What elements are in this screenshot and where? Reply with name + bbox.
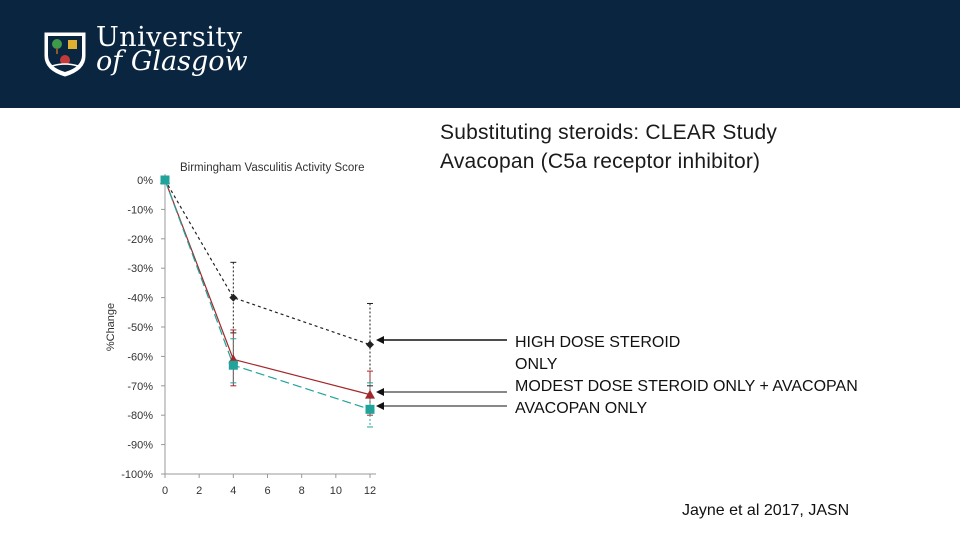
university-logo[interactable]: University of Glasgow xyxy=(38,22,258,82)
arrow-head-high-dose xyxy=(376,336,384,344)
logo-line-2: of Glasgow xyxy=(96,46,248,77)
slide-title: Substituting steroids: CLEAR Study Avaco… xyxy=(440,118,940,176)
bvas-line-chart: Birmingham Vasculitis Activity Score 0% -1… xyxy=(105,162,376,497)
y-tick-label: -50% xyxy=(127,322,153,334)
y-tick-label: -80% xyxy=(127,410,153,422)
series-line-2 xyxy=(164,179,371,410)
y-tick-label: -30% xyxy=(127,263,153,275)
y-axis-label: %Change xyxy=(105,303,117,351)
x-tick-label: 12 xyxy=(364,485,376,497)
data-point xyxy=(366,340,374,349)
legend-label-modest-dose: MODEST DOSE STEROID ONLY + AVACOPAN xyxy=(515,378,858,395)
legend-label-avacopan: AVACOPAN ONLY xyxy=(515,400,648,417)
y-tick-label: -70% xyxy=(127,381,153,393)
x-tick-label: 0 xyxy=(162,485,168,497)
data-point xyxy=(229,293,238,302)
slide-title-line-1: Substituting steroids: CLEAR Study xyxy=(440,121,778,144)
chart-title: Birmingham Vasculitis Activity Score xyxy=(180,162,364,174)
y-tick-label: -100% xyxy=(121,469,153,481)
legend-label-high-dose: HIGH DOSE STEROID xyxy=(515,334,681,351)
logo-line-1: University xyxy=(96,22,243,53)
data-point xyxy=(160,175,170,185)
legend-arrows xyxy=(376,336,507,410)
slide-title-line-2: Avacopan (C5a receptor inhibitor) xyxy=(440,150,761,173)
y-tick-label: -40% xyxy=(127,293,153,305)
citation: Jayne et al 2017, JASN xyxy=(682,502,850,519)
x-tick-label: 8 xyxy=(299,485,305,497)
y-tick-label: -60% xyxy=(127,351,153,363)
data-point xyxy=(228,360,238,370)
header-bar: University of Glasgow xyxy=(0,0,960,108)
y-tick-label: 0% xyxy=(137,175,153,187)
x-tick-label: 6 xyxy=(264,485,270,497)
x-tick-label: 2 xyxy=(196,485,202,497)
arrow-head-avacopan xyxy=(376,402,384,410)
x-tick-label: 10 xyxy=(330,485,342,497)
x-tick-label: 4 xyxy=(230,485,236,497)
y-tick-label: -20% xyxy=(127,234,153,246)
data-point xyxy=(365,389,375,399)
series-line-1 xyxy=(164,179,371,396)
university-crest-icon xyxy=(44,32,86,77)
y-tick-label: -90% xyxy=(127,440,153,452)
logo-wordmark: University of Glasgow xyxy=(96,22,248,77)
arrow-head-modest-dose xyxy=(376,388,384,396)
legend-labels: HIGH DOSE STEROID ONLY MODEST DOSE STERO… xyxy=(515,332,935,420)
legend-label-high-dose-cont: ONLY xyxy=(515,356,558,373)
y-tick-label: -10% xyxy=(127,204,153,216)
data-point xyxy=(365,404,375,414)
